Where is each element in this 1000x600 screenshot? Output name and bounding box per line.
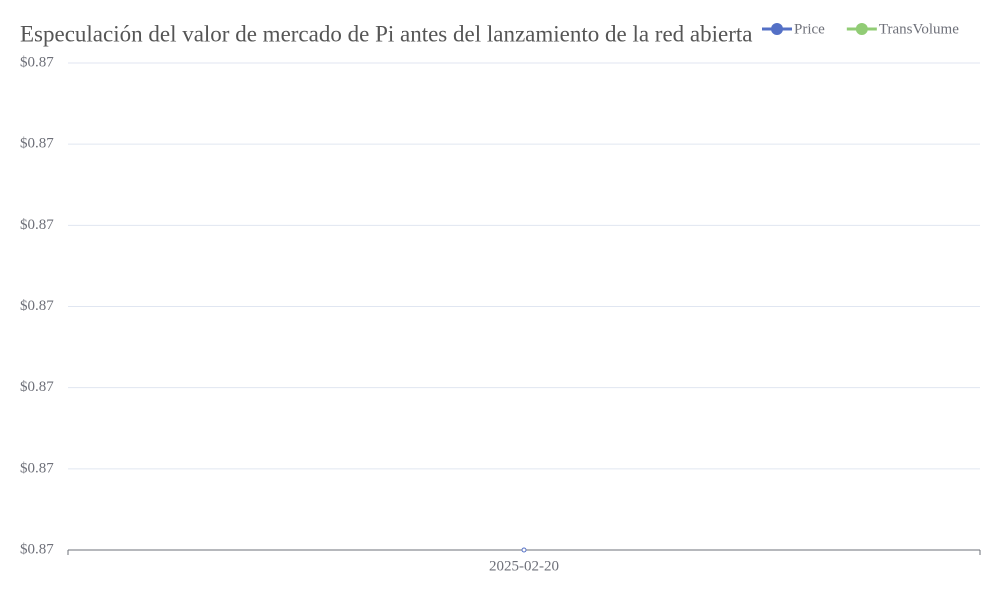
x-tick-label: 2025-02-20 — [489, 558, 559, 574]
legend-marker — [855, 23, 868, 35]
y-tick-label: $0.87 — [20, 298, 54, 314]
legend-label: TransVolume — [879, 21, 959, 37]
chart-title: Especulación del valor de mercado de Pi … — [20, 21, 753, 46]
y-tick-label: $0.87 — [20, 136, 54, 152]
y-tick-label: $0.87 — [20, 379, 54, 395]
y-tick-label: $0.87 — [20, 217, 54, 233]
legend-marker — [771, 23, 783, 35]
data-point — [521, 547, 527, 553]
y-tick-label: $0.87 — [20, 541, 54, 557]
legend-label: Price — [794, 21, 825, 37]
y-tick-label: $0.87 — [20, 54, 54, 70]
y-tick-label: $0.87 — [20, 460, 54, 476]
